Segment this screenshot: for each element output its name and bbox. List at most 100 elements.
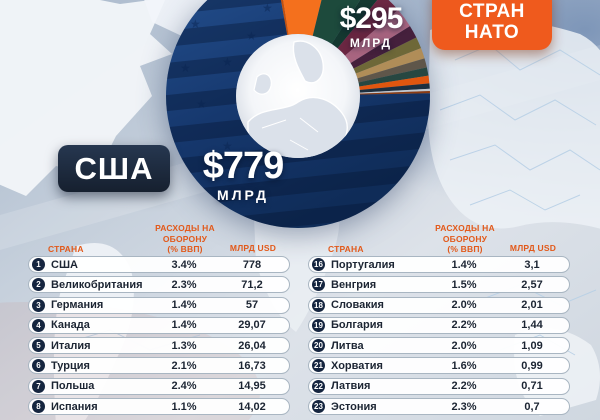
country-name: США <box>51 258 78 271</box>
table-row: 4 Канада 1.4% 29,07 <box>28 316 290 334</box>
spend-usd: 0,7 <box>524 400 540 413</box>
rank-badge: 17 <box>312 278 325 292</box>
table-row: 6 Турция 2.1% 16,73 <box>28 357 290 375</box>
table-row: 5 Италия 1.3% 26,04 <box>28 337 290 355</box>
spend-usd: 57 <box>245 299 259 312</box>
table-row: 20 Литва 2.0% 1,09 <box>308 337 570 355</box>
table-rows: 1 США 3.4% 778 2 Великобритания 2.3% 71,2 3 Герма… <box>28 256 290 416</box>
spend-pct: 2.2% <box>451 319 477 332</box>
spend-pct: 2.0% <box>451 339 477 352</box>
country-name: Литва <box>331 339 364 352</box>
nato-spending-value: $295 <box>339 2 404 35</box>
spend-usd: 71,2 <box>241 278 263 291</box>
spend-pct: 2.2% <box>451 380 477 393</box>
table-header: СТРАНА РАСХОДЫ НА ОБОРОНУ (% ВВП) МЛРД U… <box>308 223 570 254</box>
rank-badge: 16 <box>312 258 325 271</box>
country-name: Великобритания <box>51 278 143 291</box>
table-header-country: СТРАНА <box>48 243 84 254</box>
spend-pct: 1.4% <box>171 299 197 312</box>
usa-spending-label: $779 МЛРД <box>193 147 293 202</box>
rank-badge: 4 <box>32 318 45 332</box>
rank-badge: 1 <box>32 258 45 271</box>
country-name: Болгария <box>331 319 383 332</box>
rank-badge: 2 <box>32 278 45 292</box>
table-row: 18 Словакия 2.0% 2,01 <box>308 296 570 314</box>
country-name: Испания <box>51 400 98 413</box>
table-row: 7 Польша 2.4% 14,95 <box>28 377 290 395</box>
nato-spending-unit: МЛРД <box>349 36 393 50</box>
spend-usd: 1,44 <box>521 319 543 332</box>
spend-pct: 1.4% <box>171 319 197 332</box>
spend-pct: 2.1% <box>171 359 197 372</box>
table-header: СТРАНА РАСХОДЫ НА ОБОРОНУ (% ВВП) МЛРД U… <box>28 223 290 254</box>
spend-pct: 2.4% <box>171 380 197 393</box>
country-name: Португалия <box>331 258 395 271</box>
country-name: Турция <box>51 359 90 372</box>
table-row: 22 Латвия 2.2% 0,71 <box>308 377 570 395</box>
usa-badge: США <box>58 145 170 192</box>
table-row: 2 Великобритания 2.3% 71,2 <box>28 276 290 294</box>
rank-badge: 8 <box>32 400 45 414</box>
spend-pct: 1.3% <box>171 339 197 352</box>
spend-pct: 1.5% <box>451 278 477 291</box>
spend-usd: 2,57 <box>521 278 543 291</box>
table-rows: 16 Португалия 1.4% 3,1 17 Венгрия 1.5% 2,57 18 Сл… <box>308 256 570 416</box>
table-row: 1 США 3.4% 778 <box>28 256 290 273</box>
defense-table-left: СТРАНА РАСХОДЫ НА ОБОРОНУ (% ВВП) МЛРД U… <box>28 223 290 416</box>
rank-badge: 5 <box>32 339 45 353</box>
country-name: Хорватия <box>331 359 383 372</box>
table-header-country: СТРАНА <box>328 243 364 254</box>
spend-usd: 29,07 <box>238 319 266 332</box>
rank-badge: 7 <box>32 379 45 393</box>
country-name: Италия <box>51 339 91 352</box>
spend-pct: 2.3% <box>451 400 477 413</box>
country-name: Латвия <box>331 380 371 393</box>
rank-badge: 23 <box>312 400 325 414</box>
country-name: Эстония <box>331 400 377 413</box>
spend-usd: 2,01 <box>521 299 543 312</box>
nato-badge-line2: НАТО <box>464 22 520 43</box>
spend-pct: 3.4% <box>171 258 197 271</box>
spend-usd: 14,95 <box>238 380 266 393</box>
rank-badge: 21 <box>312 359 325 373</box>
defense-table-right: СТРАНА РАСХОДЫ НА ОБОРОНУ (% ВВП) МЛРД U… <box>308 223 570 416</box>
spend-usd: 0,71 <box>521 380 543 393</box>
rank-badge: 18 <box>312 298 325 312</box>
usa-spending-unit: МЛРД <box>217 187 269 203</box>
table-header-spend-pct: РАСХОДЫ НА ОБОРОНУ (% ВВП) <box>155 223 215 254</box>
rank-badge: 22 <box>312 379 325 393</box>
country-name: Венгрия <box>331 278 377 291</box>
country-name: Словакия <box>331 299 384 312</box>
spend-pct: 1.6% <box>451 359 477 372</box>
spend-usd: 1,09 <box>521 339 543 352</box>
usa-spending-value: $779 <box>202 145 285 187</box>
spend-usd: 0,99 <box>521 359 543 372</box>
rank-badge: 3 <box>32 298 45 312</box>
table-row: 19 Болгария 2.2% 1,44 <box>308 316 570 334</box>
rank-badge: 6 <box>32 359 45 373</box>
spend-usd: 16,73 <box>238 359 266 372</box>
table-row: 16 Португалия 1.4% 3,1 <box>308 256 570 273</box>
nato-badge-line1: СТРАН <box>459 1 525 22</box>
rank-badge: 20 <box>312 339 325 353</box>
spend-pct: 1.1% <box>171 400 197 413</box>
rank-badge: 19 <box>312 318 325 332</box>
country-name: Польша <box>51 380 95 393</box>
country-name: Канада <box>51 319 90 332</box>
table-header-spend-pct: РАСХОДЫ НА ОБОРОНУ (% ВВП) <box>435 223 495 254</box>
table-row: 8 Испания 1.1% 14,02 <box>28 398 290 416</box>
spend-usd: 778 <box>242 258 262 271</box>
spend-pct: 1.4% <box>451 258 477 271</box>
table-row: 21 Хорватия 1.6% 0,99 <box>308 357 570 375</box>
spend-usd: 26,04 <box>238 339 266 352</box>
spend-pct: 2.0% <box>451 299 477 312</box>
nato-spending-label: $295 МЛРД <box>328 2 414 50</box>
usa-badge-label: США <box>74 150 154 186</box>
table-header-spend-usd: МЛРД USD <box>509 242 557 253</box>
spend-usd: 14,02 <box>238 400 266 413</box>
table-row: 3 Германия 1.4% 57 <box>28 296 290 314</box>
spend-usd: 3,1 <box>524 258 540 271</box>
table-row: 17 Венгрия 1.5% 2,57 <box>308 276 570 294</box>
table-row: 23 Эстония 2.3% 0,7 <box>308 398 570 416</box>
